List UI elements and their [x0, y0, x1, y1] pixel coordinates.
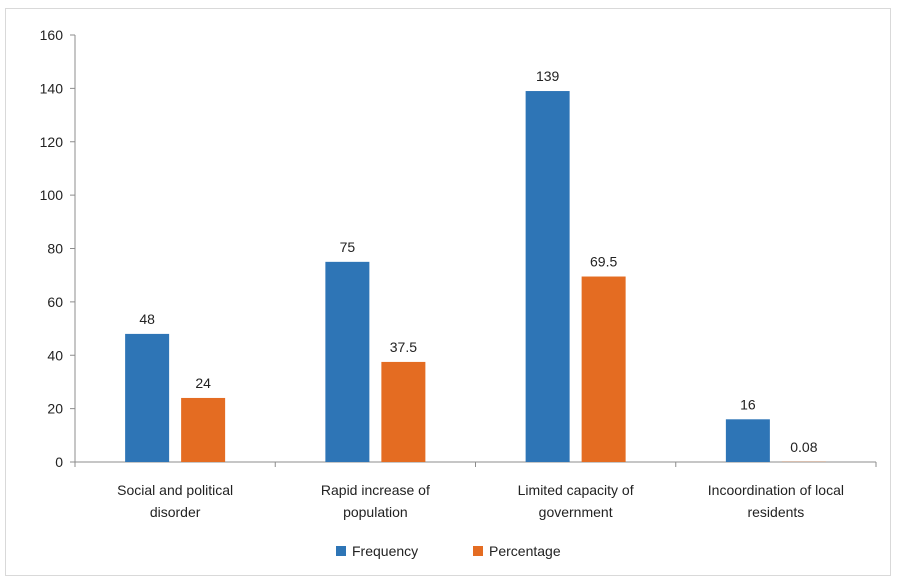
data-label: 75 — [340, 239, 356, 255]
y-tick-label: 120 — [40, 134, 64, 150]
y-tick-label: 0 — [55, 454, 63, 470]
x-category-label: government — [539, 504, 613, 520]
bar-percentage — [181, 397, 226, 462]
y-tick-label: 80 — [47, 241, 63, 257]
x-category-label: Social and political — [117, 482, 233, 498]
bar-percentage — [381, 361, 426, 462]
y-tick-label: 40 — [47, 347, 63, 363]
x-category-label: Rapid increase of — [321, 482, 430, 498]
y-tick-label: 160 — [40, 27, 64, 43]
data-label: 48 — [139, 311, 155, 327]
x-category-label: Incoordination of local — [708, 482, 844, 498]
data-label: 24 — [195, 375, 211, 391]
bar-frequency — [525, 91, 570, 462]
x-category-label: population — [343, 504, 408, 520]
x-category-label: disorder — [150, 504, 201, 520]
legend-label-frequency: Frequency — [352, 543, 418, 559]
legend-label-percentage: Percentage — [489, 543, 561, 559]
chart-frame — [5, 8, 891, 576]
data-label: 139 — [536, 68, 560, 84]
legend-swatch-percentage — [473, 546, 483, 556]
y-tick-label: 100 — [40, 187, 64, 203]
bar-frequency — [725, 419, 770, 462]
y-tick-label: 140 — [40, 80, 64, 96]
bar-frequency — [125, 333, 170, 462]
bar-percentage — [581, 276, 626, 462]
x-category-label: Limited capacity of — [518, 482, 634, 498]
data-label: 37.5 — [390, 339, 417, 355]
data-label: 0.08 — [790, 439, 817, 455]
y-tick-label: 60 — [47, 294, 63, 310]
data-label: 16 — [740, 396, 756, 412]
y-tick-label: 20 — [47, 401, 63, 417]
legend-swatch-frequency — [336, 546, 346, 556]
bar-frequency — [325, 261, 370, 462]
data-label: 69.5 — [590, 254, 617, 270]
x-category-label: residents — [747, 504, 804, 520]
